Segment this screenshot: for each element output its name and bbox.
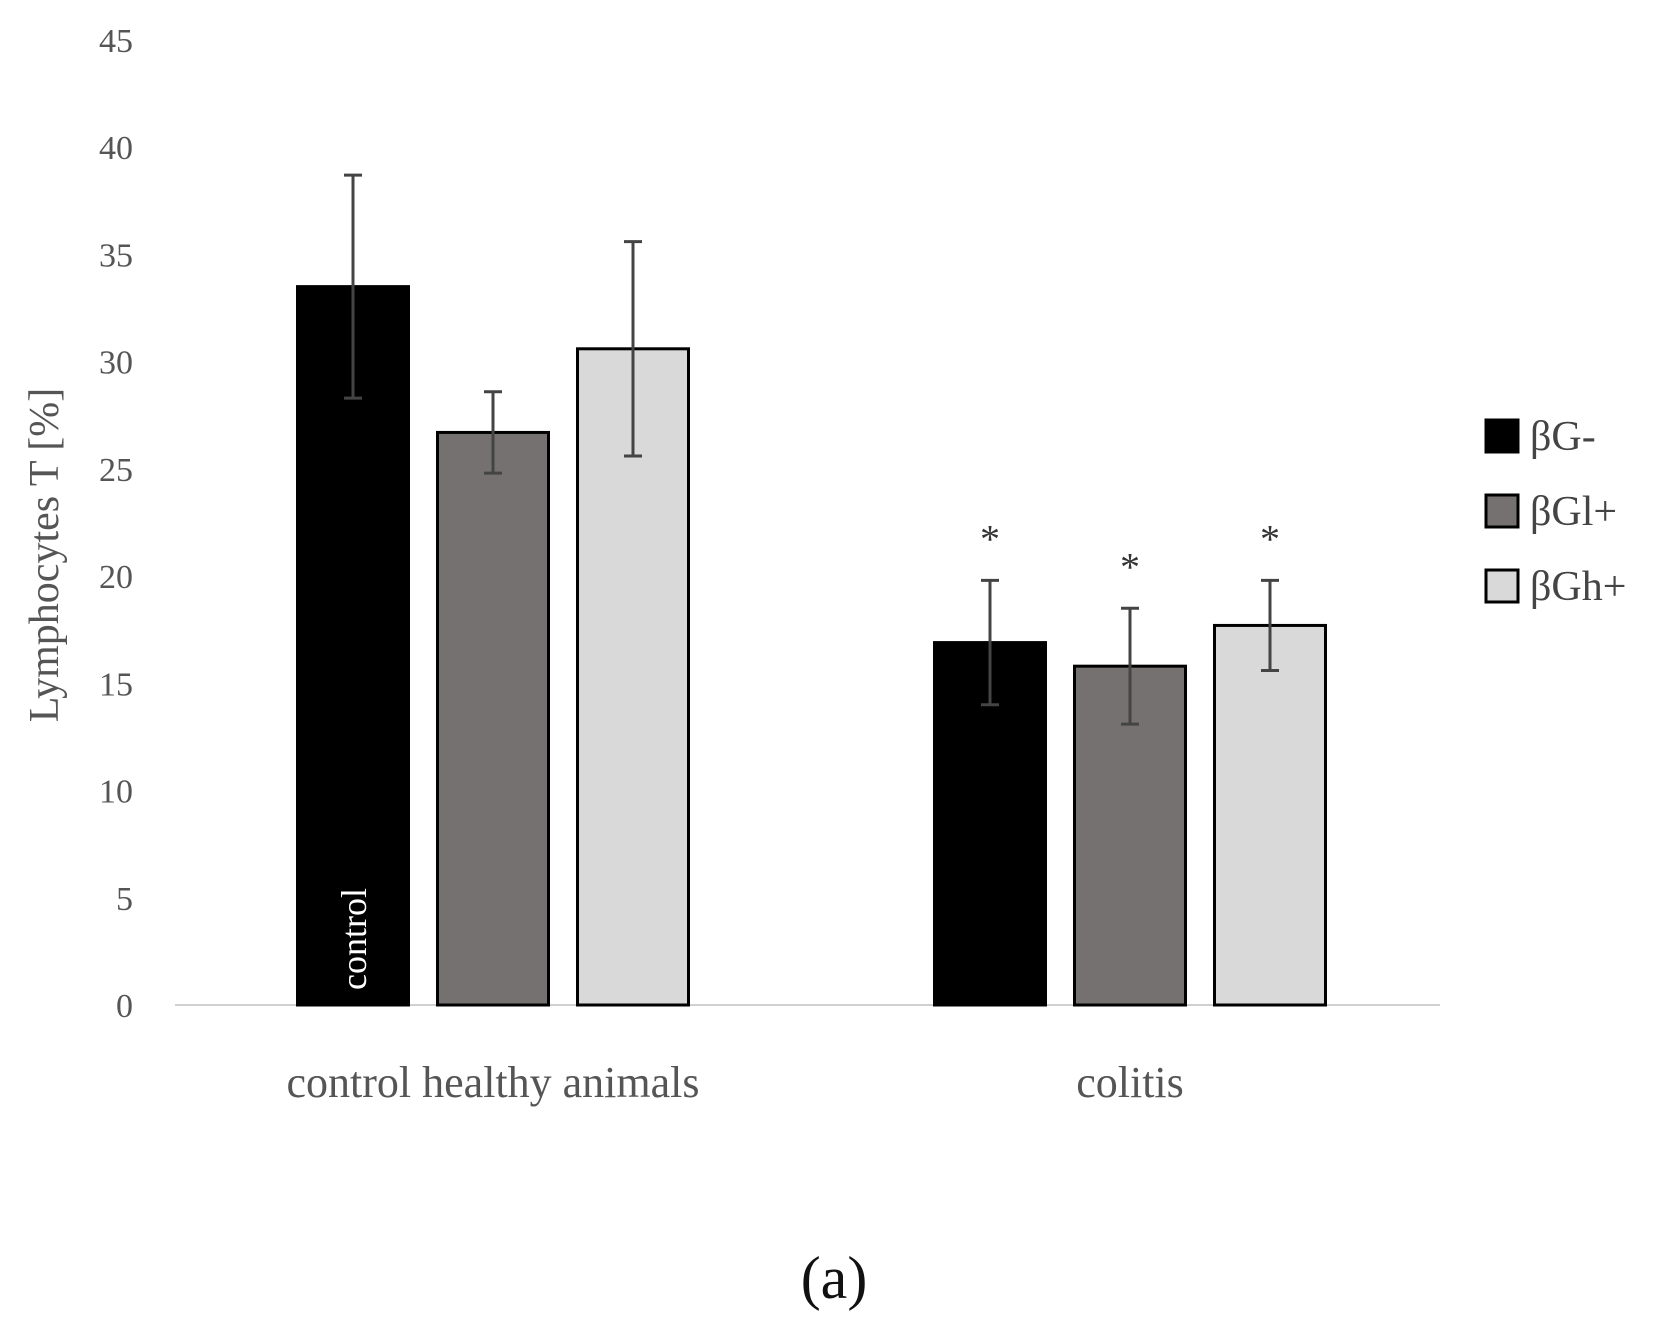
y-tick-label: 0 bbox=[116, 988, 133, 1025]
y-axis-label: Lymphocytes T [%] bbox=[22, 388, 68, 722]
y-tick-label: 45 bbox=[99, 23, 133, 60]
x-axis-categories: control healthy animals colitis bbox=[287, 1058, 1184, 1107]
bar-annotation: control bbox=[334, 888, 374, 990]
legend-label: βGh+ bbox=[1530, 564, 1626, 610]
bar bbox=[576, 347, 690, 1007]
bar bbox=[436, 430, 550, 1007]
figure-caption: (a) bbox=[801, 1245, 868, 1311]
x-category-label: colitis bbox=[1076, 1058, 1184, 1107]
y-tick-label: 5 bbox=[116, 881, 133, 918]
y-tick-label: 30 bbox=[99, 345, 133, 382]
legend-swatch bbox=[1484, 418, 1520, 454]
y-tick-label: 15 bbox=[99, 666, 133, 703]
legend-label: βGl+ bbox=[1530, 489, 1617, 535]
error-bars-group bbox=[344, 173, 1279, 726]
y-tick-label: 20 bbox=[99, 559, 133, 596]
significance-star: * bbox=[1260, 516, 1280, 561]
legend-label: βG- bbox=[1530, 414, 1596, 460]
y-tick-label: 10 bbox=[99, 774, 133, 811]
y-axis-ticks: 0 5 10 15 20 25 30 35 40 45 bbox=[99, 23, 133, 1025]
significance-star: * bbox=[1120, 544, 1140, 589]
bars-group: control bbox=[296, 285, 1327, 1007]
legend-swatch bbox=[1484, 568, 1520, 604]
significance-markers: * * * bbox=[980, 516, 1280, 589]
y-tick-label: 25 bbox=[99, 452, 133, 489]
significance-star: * bbox=[980, 516, 1000, 561]
y-tick-label: 35 bbox=[99, 237, 133, 274]
x-category-label: control healthy animals bbox=[287, 1058, 700, 1107]
legend-swatch bbox=[1484, 493, 1520, 529]
bar bbox=[296, 285, 410, 1007]
legend: βG-βGl+ βGh+ bbox=[1484, 414, 1626, 610]
bar bbox=[1213, 623, 1327, 1007]
y-tick-label: 40 bbox=[99, 130, 133, 167]
